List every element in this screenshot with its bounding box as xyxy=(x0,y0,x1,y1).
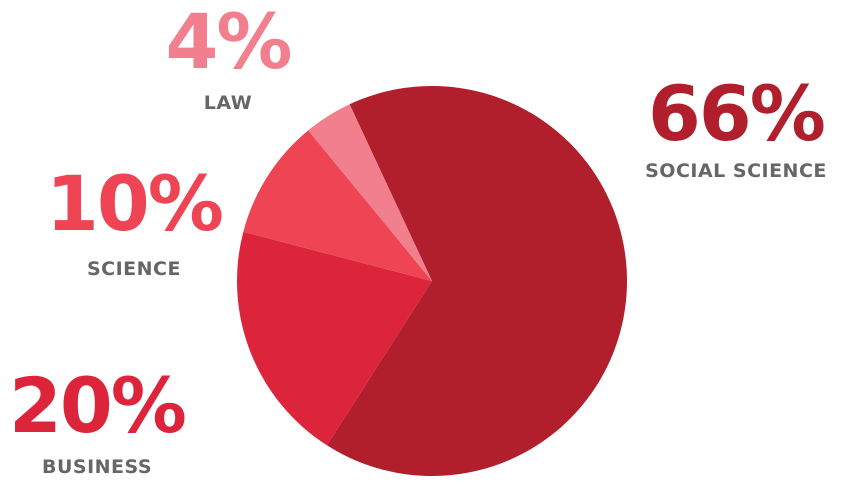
slice-category-business: BUSINESS xyxy=(41,456,153,478)
slice-label-science: 10% SCIENCE xyxy=(44,166,224,279)
slice-percent-business: 20% xyxy=(9,361,187,450)
slice-percent-law: 4% xyxy=(165,0,292,86)
slice-percent-social-science: 66% xyxy=(648,69,826,158)
slice-category-social-science: SOCIAL SCIENCE xyxy=(645,160,827,182)
slice-category-law: LAW xyxy=(203,92,253,114)
slice-label-social-science: 66% SOCIAL SCIENCE xyxy=(636,76,836,181)
slice-label-law: 4% LAW xyxy=(158,4,298,113)
pie-slice-science xyxy=(243,130,432,281)
pie-slice-social-science xyxy=(326,86,627,477)
slice-percent-science: 10% xyxy=(46,159,224,248)
pie-slice-law xyxy=(308,104,432,282)
pie-slice-business xyxy=(237,231,432,446)
slice-category-science: SCIENCE xyxy=(86,258,181,280)
slice-label-business: 20% BUSINESS xyxy=(2,368,192,477)
